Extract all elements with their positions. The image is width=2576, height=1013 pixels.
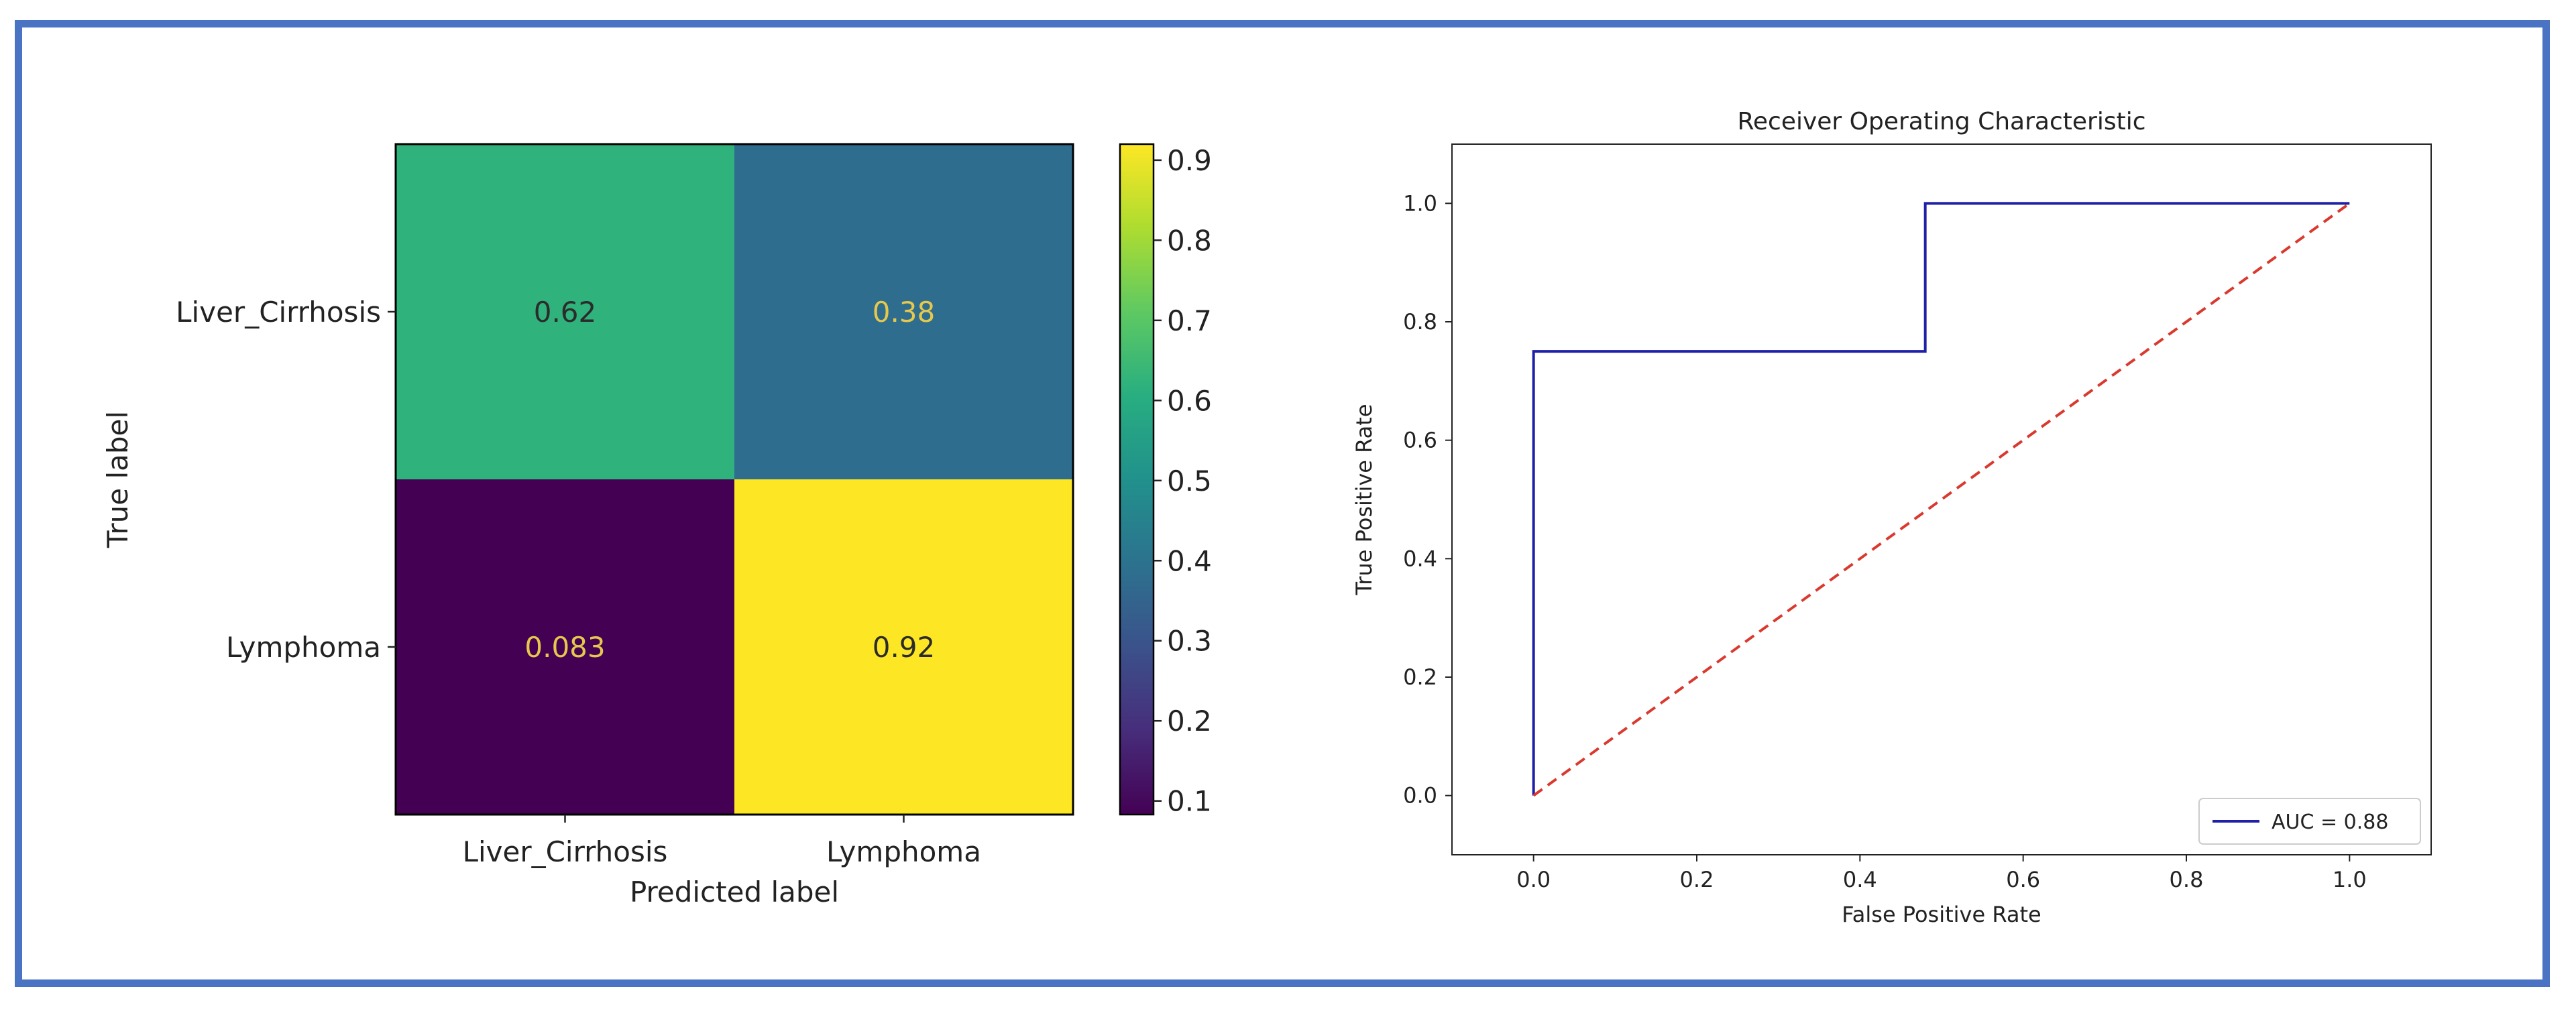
colorbar-tick-label: 0.7 bbox=[1167, 304, 1212, 337]
colorbar-tick-label: 0.9 bbox=[1167, 144, 1212, 177]
heatmap-cell-value: 0.083 bbox=[524, 631, 605, 664]
roc-x-tick-label: 0.8 bbox=[2170, 867, 2204, 892]
roc-legend: AUC = 0.88 bbox=[2198, 798, 2421, 845]
roc-y-axis-label: True Positive Rate bbox=[1351, 404, 1377, 595]
colorbar-tick-label: 0.4 bbox=[1167, 544, 1212, 577]
heatmap-cell-value: 0.38 bbox=[873, 296, 936, 329]
colorbar bbox=[1119, 143, 1155, 816]
roc-chance-line bbox=[1532, 202, 2351, 797]
heatmap-x-tick-label: Liver_Cirrhosis bbox=[463, 835, 668, 868]
roc-x-tick-label: 0.2 bbox=[1680, 867, 1714, 892]
colorbar-tick-label: 0.1 bbox=[1167, 785, 1212, 818]
heatmap-cell bbox=[734, 144, 1074, 480]
legend-label: AUC = 0.88 bbox=[2272, 811, 2388, 834]
colorbar-tick-label: 0.6 bbox=[1167, 384, 1212, 417]
roc-title: Receiver Operating Characteristic bbox=[1737, 108, 2145, 135]
legend-box bbox=[2198, 798, 2421, 845]
roc-axes-box bbox=[1451, 143, 2432, 855]
roc-y-tick-label: 0.2 bbox=[1403, 664, 1437, 690]
roc-x-tick-label: 0.0 bbox=[1516, 867, 1551, 892]
roc-y-tick-label: 0.6 bbox=[1403, 428, 1437, 453]
roc-x-tick-label: 1.0 bbox=[2333, 867, 2367, 892]
roc-curve bbox=[1532, 202, 2350, 796]
roc-y-tick-label: 1.0 bbox=[1403, 190, 1437, 216]
roc-x-tick-label: 0.6 bbox=[2006, 867, 2040, 892]
colorbar-tick-label: 0.8 bbox=[1167, 224, 1212, 257]
heatmap-y-tick-label: Lymphoma bbox=[226, 631, 381, 664]
colorbar-tick-label: 0.3 bbox=[1167, 625, 1212, 658]
heatmap-cell bbox=[396, 479, 735, 815]
heatmap-cell bbox=[734, 479, 1074, 815]
colorbar-tick-label: 0.2 bbox=[1167, 705, 1212, 737]
colorbar-tick-label: 0.5 bbox=[1167, 465, 1212, 497]
heatmap-border bbox=[394, 143, 1074, 816]
heatmap-y-axis-label: True label bbox=[101, 411, 134, 548]
roc-y-tick-label: 0.8 bbox=[1403, 309, 1437, 335]
heatmap-cell-value: 0.92 bbox=[873, 631, 936, 664]
heatmap-cell-value: 0.62 bbox=[534, 296, 597, 329]
roc-y-tick-label: 0.4 bbox=[1403, 546, 1437, 571]
roc-x-tick-label: 0.4 bbox=[1843, 867, 1877, 892]
roc-y-tick-label: 0.0 bbox=[1403, 783, 1437, 809]
heatmap-cell bbox=[396, 144, 735, 480]
heatmap-y-tick-label: Liver_Cirrhosis bbox=[176, 296, 381, 329]
heatmap-x-tick-label: Lymphoma bbox=[826, 835, 981, 868]
roc-x-axis-label: False Positive Rate bbox=[1842, 902, 2041, 927]
heatmap-x-axis-label: Predicted label bbox=[630, 876, 839, 908]
confusion-matrix-chart: 0.62 0.38 0.083 0.92 Liver_Cirrhosis Lymphom… bbox=[101, 143, 1212, 908]
